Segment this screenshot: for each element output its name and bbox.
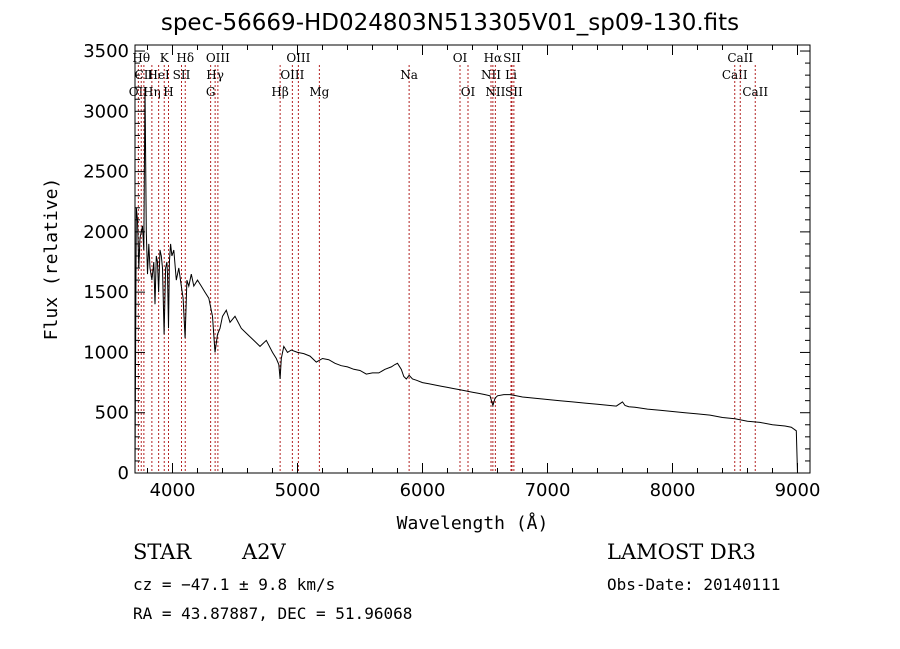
x-axis-label: Wavelength (Å) [397, 512, 549, 534]
redshift-cz: cz = −47.1 ± 9.8 km/s [133, 575, 336, 594]
spectral-line-label: CaII [727, 51, 753, 65]
x-tick-label: 5000 [275, 480, 321, 501]
spectral-line-label: CaII [722, 68, 748, 82]
spectral-line-label: Hβ [271, 85, 288, 99]
spectral-line-label: HeI [147, 68, 170, 82]
spectral-line-label: CII [135, 68, 154, 82]
spectral-line-label: CaII [742, 85, 768, 99]
spectral-line-label: H [163, 85, 173, 99]
x-tick-label: 7000 [525, 480, 571, 501]
x-tick-label: 4000 [150, 480, 196, 501]
spectral-line-label: Hδ [176, 51, 194, 65]
spectral-line-label: NII [481, 68, 501, 82]
spectral-line-label: OIII [286, 51, 310, 65]
spectral-line-label: Hγ [206, 68, 224, 82]
y-tick-label: 1500 [83, 282, 129, 303]
spectral-line-label: NII [485, 85, 505, 99]
y-axis-label: Flux (relative) [41, 178, 62, 341]
survey-name: LAMOST DR3 [607, 540, 756, 564]
object-type: STAR [133, 540, 192, 564]
spectral-line-label: OI [461, 85, 476, 99]
spectral-line-label: Li [505, 68, 517, 82]
x-tick-label: 9000 [775, 480, 821, 501]
x-tick-label: 8000 [650, 480, 696, 501]
y-tick-label: 3500 [83, 41, 129, 62]
y-tick-label: 500 [95, 403, 129, 424]
plot-frame [134, 44, 811, 474]
spectral-line-label: Hα [484, 51, 503, 65]
chart-title: spec-56669-HD024803N513305V01_sp09-130.f… [160, 10, 740, 36]
spectral-line-label: Hθ [132, 51, 150, 65]
spectral-line-label: Hη [143, 85, 161, 99]
spectral-line-label: OI [453, 51, 468, 65]
observation-date: Obs-Date: 20140111 [607, 575, 781, 594]
spectral-line-label: OIII [206, 51, 230, 65]
y-tick-label: 0 [118, 463, 129, 484]
spectral-line-label: SII [505, 85, 523, 99]
spectral-line-label: OII [129, 85, 149, 99]
y-tick-label: 3000 [83, 101, 129, 122]
x-tick-label: 6000 [400, 480, 446, 501]
y-tick-label: 2000 [83, 222, 129, 243]
spectral-line-label: G [206, 85, 216, 99]
y-tick-label: 1000 [83, 342, 129, 363]
spectral-line-label: Na [400, 68, 418, 82]
spectral-line-label: SII [503, 51, 521, 65]
spectral-line-label: SII [173, 68, 191, 82]
spectral-line-label: K [160, 51, 170, 65]
spectral-line-label: OIII [280, 68, 304, 82]
spectral-subclass: A2V [242, 540, 286, 564]
y-tick-label: 2500 [83, 162, 129, 183]
spectrum-series-line [134, 87, 799, 474]
spectral-line-label: Mg [309, 85, 329, 99]
coordinates: RA = 43.87887, DEC = 51.96068 [133, 604, 413, 623]
